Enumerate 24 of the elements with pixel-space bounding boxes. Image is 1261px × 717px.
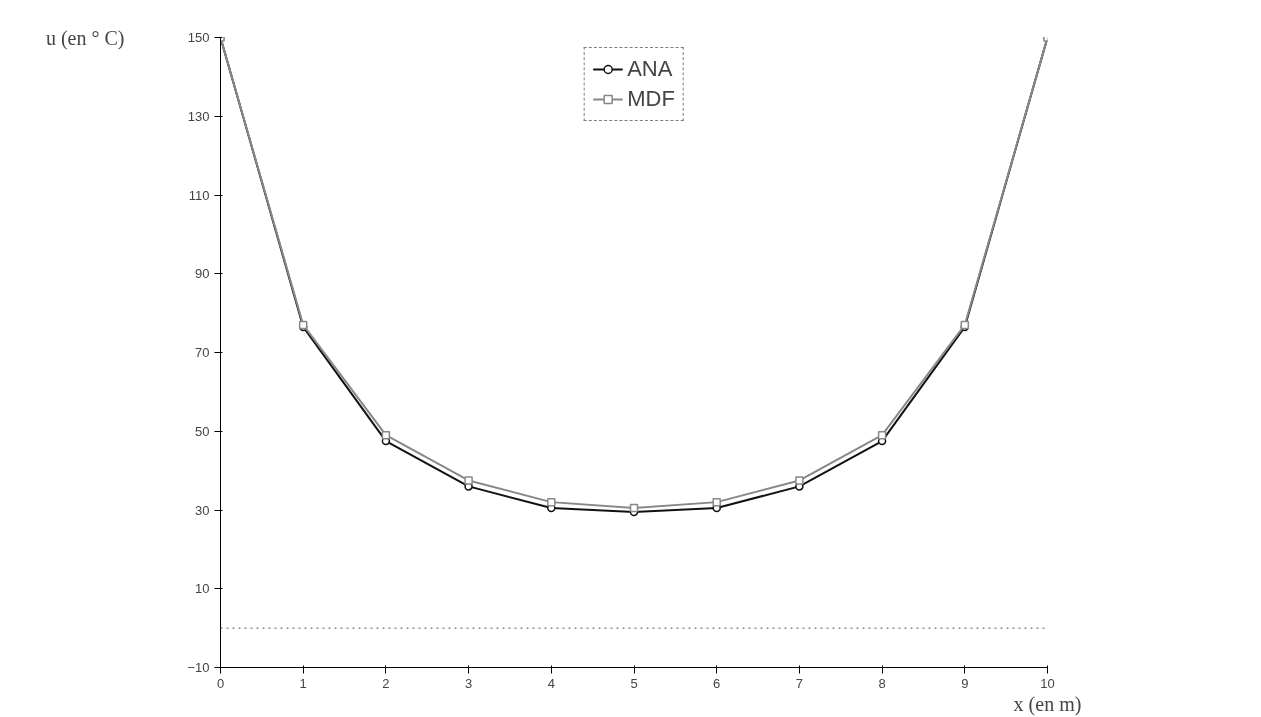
y-tick-label: 30	[195, 502, 210, 518]
y-tick-label: −10	[187, 660, 210, 675]
y-tick-label: 90	[195, 266, 210, 282]
y-tick-label: 50	[195, 423, 210, 439]
y-tick-label: 110	[188, 187, 210, 203]
x-tick-label: 10	[1040, 675, 1055, 691]
x-tick-label: 7	[795, 675, 804, 691]
y-axis-title: u (en ° C)	[45, 26, 125, 50]
x-axis-title: x (en m)	[1013, 692, 1082, 716]
x-tick-label: 8	[878, 675, 886, 691]
y-tick-label: 10	[195, 581, 210, 597]
y-tick-label: 150	[187, 30, 210, 45]
legend-label: ANA	[627, 56, 673, 82]
x-tick-label: 6	[713, 675, 721, 691]
x-tick-label: 3	[464, 675, 473, 691]
y-tick-label: 130	[187, 108, 210, 124]
x-tick-label: 0	[216, 675, 225, 691]
y-tick-label: 70	[195, 345, 210, 360]
x-tick-label: 4	[547, 675, 555, 691]
x-tick-label: 1	[299, 675, 307, 691]
x-tick-label: 9	[961, 675, 969, 691]
x-tick-label: 5	[630, 675, 638, 691]
x-tick-label: 2	[382, 675, 390, 691]
legend-label: MDF	[627, 86, 675, 112]
